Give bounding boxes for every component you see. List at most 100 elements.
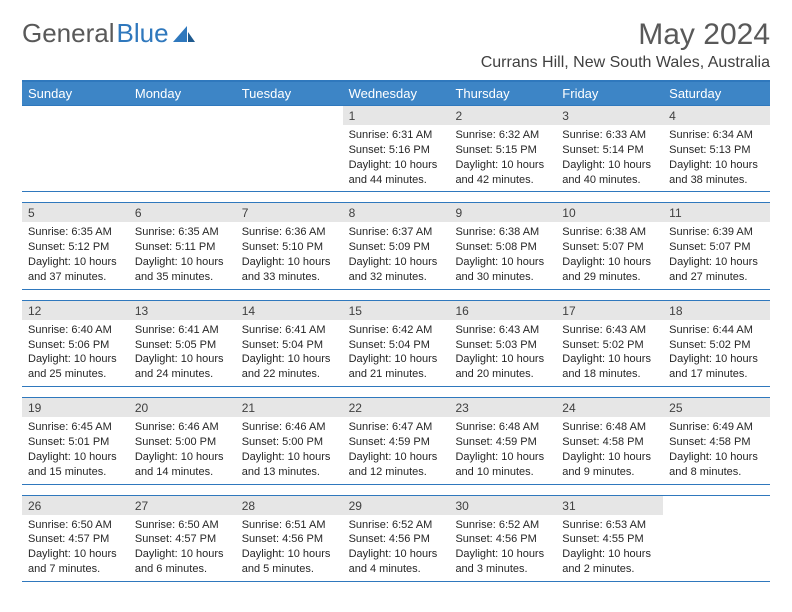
daylight-text: Daylight: 10 hours and 40 minutes. xyxy=(562,158,657,188)
day-cell: 29Sunrise: 6:52 AMSunset: 4:56 PMDayligh… xyxy=(343,496,450,581)
day-number: 6 xyxy=(129,203,236,222)
sunrise-text: Sunrise: 6:42 AM xyxy=(349,323,444,338)
week-row: 5Sunrise: 6:35 AMSunset: 5:12 PMDaylight… xyxy=(22,202,770,289)
daylight-text: Daylight: 10 hours and 12 minutes. xyxy=(349,450,444,480)
day-body: Sunrise: 6:48 AMSunset: 4:58 PMDaylight:… xyxy=(556,417,663,483)
day-number: 31 xyxy=(556,496,663,515)
day-number: 7 xyxy=(236,203,343,222)
sunrise-text: Sunrise: 6:35 AM xyxy=(28,225,123,240)
sunrise-text: Sunrise: 6:38 AM xyxy=(455,225,550,240)
daylight-text: Daylight: 10 hours and 38 minutes. xyxy=(669,158,764,188)
day-cell: 5Sunrise: 6:35 AMSunset: 5:12 PMDaylight… xyxy=(22,203,129,288)
sunrise-text: Sunrise: 6:52 AM xyxy=(349,518,444,533)
day-cell: 14Sunrise: 6:41 AMSunset: 5:04 PMDayligh… xyxy=(236,301,343,386)
sunset-text: Sunset: 5:07 PM xyxy=(669,240,764,255)
day-cell: 3Sunrise: 6:33 AMSunset: 5:14 PMDaylight… xyxy=(556,106,663,191)
day-number: 16 xyxy=(449,301,556,320)
day-body: Sunrise: 6:49 AMSunset: 4:58 PMDaylight:… xyxy=(663,417,770,483)
sunrise-text: Sunrise: 6:46 AM xyxy=(135,420,230,435)
day-cell: 1Sunrise: 6:31 AMSunset: 5:16 PMDaylight… xyxy=(343,106,450,191)
day-cell: 16Sunrise: 6:43 AMSunset: 5:03 PMDayligh… xyxy=(449,301,556,386)
day-body: Sunrise: 6:45 AMSunset: 5:01 PMDaylight:… xyxy=(22,417,129,483)
day-cell: 23Sunrise: 6:48 AMSunset: 4:59 PMDayligh… xyxy=(449,398,556,483)
daylight-text: Daylight: 10 hours and 24 minutes. xyxy=(135,352,230,382)
sunrise-text: Sunrise: 6:50 AM xyxy=(135,518,230,533)
sunrise-text: Sunrise: 6:31 AM xyxy=(349,128,444,143)
sunset-text: Sunset: 4:57 PM xyxy=(135,532,230,547)
day-body: Sunrise: 6:44 AMSunset: 5:02 PMDaylight:… xyxy=(663,320,770,386)
day-body: Sunrise: 6:33 AMSunset: 5:14 PMDaylight:… xyxy=(556,125,663,191)
day-cell: 17Sunrise: 6:43 AMSunset: 5:02 PMDayligh… xyxy=(556,301,663,386)
day-body: Sunrise: 6:46 AMSunset: 5:00 PMDaylight:… xyxy=(236,417,343,483)
daylight-text: Daylight: 10 hours and 25 minutes. xyxy=(28,352,123,382)
day-cell xyxy=(663,496,770,581)
day-body: Sunrise: 6:41 AMSunset: 5:04 PMDaylight:… xyxy=(236,320,343,386)
day-cell: 6Sunrise: 6:35 AMSunset: 5:11 PMDaylight… xyxy=(129,203,236,288)
day-cell: 20Sunrise: 6:46 AMSunset: 5:00 PMDayligh… xyxy=(129,398,236,483)
day-cell: 25Sunrise: 6:49 AMSunset: 4:58 PMDayligh… xyxy=(663,398,770,483)
day-cell: 2Sunrise: 6:32 AMSunset: 5:15 PMDaylight… xyxy=(449,106,556,191)
day-number: 10 xyxy=(556,203,663,222)
day-cell: 11Sunrise: 6:39 AMSunset: 5:07 PMDayligh… xyxy=(663,203,770,288)
daylight-text: Daylight: 10 hours and 37 minutes. xyxy=(28,255,123,285)
sunrise-text: Sunrise: 6:47 AM xyxy=(349,420,444,435)
sunrise-text: Sunrise: 6:44 AM xyxy=(669,323,764,338)
sunset-text: Sunset: 4:59 PM xyxy=(349,435,444,450)
day-number: 20 xyxy=(129,398,236,417)
sunrise-text: Sunrise: 6:38 AM xyxy=(562,225,657,240)
day-number: 24 xyxy=(556,398,663,417)
day-cell xyxy=(129,106,236,191)
day-number: 4 xyxy=(663,106,770,125)
location: Currans Hill, New South Wales, Australia xyxy=(481,54,770,72)
daylight-text: Daylight: 10 hours and 29 minutes. xyxy=(562,255,657,285)
sunset-text: Sunset: 5:00 PM xyxy=(135,435,230,450)
sunset-text: Sunset: 5:09 PM xyxy=(349,240,444,255)
daylight-text: Daylight: 10 hours and 44 minutes. xyxy=(349,158,444,188)
sunset-text: Sunset: 5:08 PM xyxy=(455,240,550,255)
sunrise-text: Sunrise: 6:48 AM xyxy=(455,420,550,435)
day-body: Sunrise: 6:40 AMSunset: 5:06 PMDaylight:… xyxy=(22,320,129,386)
sunset-text: Sunset: 5:03 PM xyxy=(455,338,550,353)
month-title: May 2024 xyxy=(481,18,770,52)
day-body: Sunrise: 6:50 AMSunset: 4:57 PMDaylight:… xyxy=(22,515,129,581)
day-body: Sunrise: 6:43 AMSunset: 5:03 PMDaylight:… xyxy=(449,320,556,386)
day-number: 27 xyxy=(129,496,236,515)
sunrise-text: Sunrise: 6:49 AM xyxy=(669,420,764,435)
sunrise-text: Sunrise: 6:35 AM xyxy=(135,225,230,240)
sunrise-text: Sunrise: 6:43 AM xyxy=(455,323,550,338)
sunset-text: Sunset: 5:10 PM xyxy=(242,240,337,255)
sunrise-text: Sunrise: 6:48 AM xyxy=(562,420,657,435)
daylight-text: Daylight: 10 hours and 32 minutes. xyxy=(349,255,444,285)
daylight-text: Daylight: 10 hours and 35 minutes. xyxy=(135,255,230,285)
week-row: 1Sunrise: 6:31 AMSunset: 5:16 PMDaylight… xyxy=(22,105,770,192)
sunrise-text: Sunrise: 6:53 AM xyxy=(562,518,657,533)
day-cell: 4Sunrise: 6:34 AMSunset: 5:13 PMDaylight… xyxy=(663,106,770,191)
day-body: Sunrise: 6:35 AMSunset: 5:11 PMDaylight:… xyxy=(129,222,236,288)
daylight-text: Daylight: 10 hours and 33 minutes. xyxy=(242,255,337,285)
sunset-text: Sunset: 5:14 PM xyxy=(562,143,657,158)
day-number xyxy=(236,106,343,125)
daylight-text: Daylight: 10 hours and 6 minutes. xyxy=(135,547,230,577)
daylight-text: Daylight: 10 hours and 3 minutes. xyxy=(455,547,550,577)
dayname-mon: Monday xyxy=(129,82,236,105)
day-body: Sunrise: 6:48 AMSunset: 4:59 PMDaylight:… xyxy=(449,417,556,483)
day-body: Sunrise: 6:42 AMSunset: 5:04 PMDaylight:… xyxy=(343,320,450,386)
daylight-text: Daylight: 10 hours and 15 minutes. xyxy=(28,450,123,480)
dayname-wed: Wednesday xyxy=(343,82,450,105)
day-cell: 7Sunrise: 6:36 AMSunset: 5:10 PMDaylight… xyxy=(236,203,343,288)
day-body: Sunrise: 6:36 AMSunset: 5:10 PMDaylight:… xyxy=(236,222,343,288)
day-cell: 18Sunrise: 6:44 AMSunset: 5:02 PMDayligh… xyxy=(663,301,770,386)
day-number: 21 xyxy=(236,398,343,417)
week-row: 26Sunrise: 6:50 AMSunset: 4:57 PMDayligh… xyxy=(22,495,770,582)
sunset-text: Sunset: 5:04 PM xyxy=(242,338,337,353)
day-body: Sunrise: 6:34 AMSunset: 5:13 PMDaylight:… xyxy=(663,125,770,191)
sunrise-text: Sunrise: 6:43 AM xyxy=(562,323,657,338)
day-number: 8 xyxy=(343,203,450,222)
sunset-text: Sunset: 5:13 PM xyxy=(669,143,764,158)
day-cell: 28Sunrise: 6:51 AMSunset: 4:56 PMDayligh… xyxy=(236,496,343,581)
day-number: 28 xyxy=(236,496,343,515)
daylight-text: Daylight: 10 hours and 9 minutes. xyxy=(562,450,657,480)
daylight-text: Daylight: 10 hours and 2 minutes. xyxy=(562,547,657,577)
day-body: Sunrise: 6:46 AMSunset: 5:00 PMDaylight:… xyxy=(129,417,236,483)
day-number: 9 xyxy=(449,203,556,222)
